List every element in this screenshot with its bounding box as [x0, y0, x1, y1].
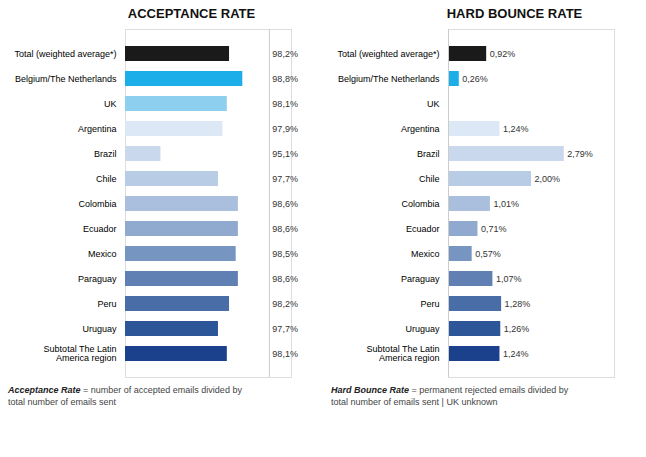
svg-text:Mexico: Mexico: [88, 249, 117, 259]
svg-text:0,57%: 0,57%: [475, 249, 501, 259]
svg-text:98,2%: 98,2%: [272, 299, 298, 309]
svg-text:UK: UK: [427, 99, 440, 109]
svg-text:98,6%: 98,6%: [272, 274, 298, 284]
svg-text:Argentina: Argentina: [401, 124, 440, 134]
svg-text:Argentina: Argentina: [78, 124, 117, 134]
svg-text:Subtotal The LatinAmerica regi: Subtotal The LatinAmerica region: [44, 344, 117, 363]
svg-text:1,26%: 1,26%: [504, 324, 530, 334]
svg-text:Peru: Peru: [420, 299, 439, 309]
svg-text:2,79%: 2,79%: [567, 149, 593, 159]
svg-text:97,9%: 97,9%: [272, 124, 298, 134]
svg-text:Paraguay: Paraguay: [401, 274, 440, 284]
html-text:Acceptance Rate = number of ac: Acceptance Rate = number of accepted ema…: [8, 385, 242, 407]
svg-text:98,6%: 98,6%: [272, 199, 298, 209]
svg-text:Ecuador: Ecuador: [83, 224, 117, 234]
svg-text:Brazil: Brazil: [94, 149, 117, 159]
svg-text:Total (weighted average*): Total (weighted average*): [337, 49, 439, 59]
svg-text:Chile: Chile: [96, 174, 117, 184]
svg-text:Subtotal The LatinAmerica regi: Subtotal The LatinAmerica region: [367, 344, 440, 363]
svg-text:98,2%: 98,2%: [272, 49, 298, 59]
svg-text:Total (weighted average*): Total (weighted average*): [14, 49, 116, 59]
svg-text:Mexico: Mexico: [411, 249, 440, 259]
svg-text:UK: UK: [104, 99, 117, 109]
svg-text:98,5%: 98,5%: [272, 249, 298, 259]
svg-text:Colombia: Colombia: [78, 199, 116, 209]
svg-text:Paraguay: Paraguay: [78, 274, 117, 284]
html-text:Hard Bounce Rate = permanent r: Hard Bounce Rate = permanent rejected em…: [331, 385, 569, 407]
svg-text:Belgium/The Netherlands: Belgium/The Netherlands: [15, 74, 117, 84]
svg-text:Chile: Chile: [419, 174, 440, 184]
svg-text:Brazil: Brazil: [417, 149, 440, 159]
svg-text:95,1%: 95,1%: [272, 149, 298, 159]
svg-text:Uruguay: Uruguay: [405, 324, 440, 334]
svg-text:2,00%: 2,00%: [535, 174, 561, 184]
svg-text:98,1%: 98,1%: [272, 99, 298, 109]
svg-text:Belgium/The Netherlands: Belgium/The Netherlands: [338, 74, 440, 84]
svg-text:1,28%: 1,28%: [505, 299, 531, 309]
svg-text:97,7%: 97,7%: [272, 174, 298, 184]
svg-text:1,24%: 1,24%: [503, 349, 529, 359]
html-text:HARD BOUNCE RATE: HARD BOUNCE RATE: [446, 6, 583, 21]
svg-text:98,6%: 98,6%: [272, 224, 298, 234]
svg-text:97,7%: 97,7%: [272, 324, 298, 334]
svg-text:0,92%: 0,92%: [490, 49, 516, 59]
svg-text:Colombia: Colombia: [401, 199, 439, 209]
svg-text:Uruguay: Uruguay: [82, 324, 117, 334]
html-text:ACCEPTANCE RATE: ACCEPTANCE RATE: [127, 6, 256, 21]
svg-text:98,8%: 98,8%: [272, 74, 298, 84]
svg-text:1,01%: 1,01%: [493, 199, 519, 209]
svg-text:0,71%: 0,71%: [481, 224, 507, 234]
svg-text:Ecuador: Ecuador: [406, 224, 440, 234]
svg-text:1,07%: 1,07%: [496, 274, 522, 284]
svg-text:1,24%: 1,24%: [503, 124, 529, 134]
svg-text:0,26%: 0,26%: [462, 74, 488, 84]
svg-text:Peru: Peru: [97, 299, 116, 309]
svg-text:98,1%: 98,1%: [272, 349, 298, 359]
